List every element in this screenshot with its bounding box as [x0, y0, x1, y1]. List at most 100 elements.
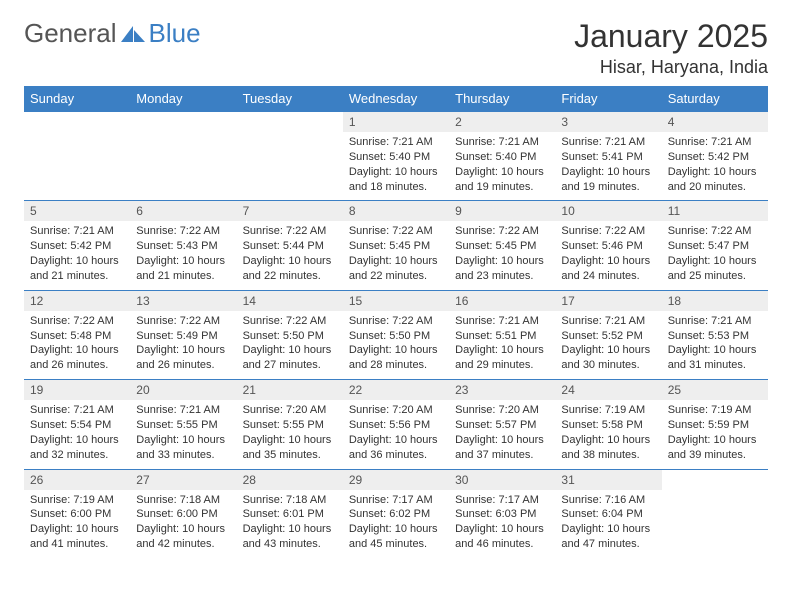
daylight-text: Daylight: 10 hours and 35 minutes. — [243, 433, 337, 463]
sunrise-text: Sunrise: 7:20 AM — [243, 403, 337, 418]
calendar-cell: 17Sunrise: 7:21 AMSunset: 5:52 PMDayligh… — [555, 290, 661, 379]
day-number: 5 — [24, 201, 130, 221]
sunrise-text: Sunrise: 7:19 AM — [30, 493, 124, 508]
calendar-cell — [662, 469, 768, 558]
sunset-text: Sunset: 5:44 PM — [243, 239, 337, 254]
header: General Blue January 2025 Hisar, Haryana… — [24, 18, 768, 78]
sunrise-text: Sunrise: 7:22 AM — [136, 314, 230, 329]
sunset-text: Sunset: 6:00 PM — [136, 507, 230, 522]
sunset-text: Sunset: 5:57 PM — [455, 418, 549, 433]
sunrise-text: Sunrise: 7:21 AM — [455, 135, 549, 150]
month-title: January 2025 — [574, 18, 768, 55]
sunrise-text: Sunrise: 7:21 AM — [349, 135, 443, 150]
calendar-cell: 5Sunrise: 7:21 AMSunset: 5:42 PMDaylight… — [24, 201, 130, 290]
daylight-text: Daylight: 10 hours and 27 minutes. — [243, 343, 337, 373]
col-saturday: Saturday — [662, 86, 768, 112]
sunset-text: Sunset: 5:50 PM — [243, 329, 337, 344]
day-number: 20 — [130, 380, 236, 400]
calendar-cell — [130, 112, 236, 201]
location-label: Hisar, Haryana, India — [574, 57, 768, 78]
calendar-cell: 4Sunrise: 7:21 AMSunset: 5:42 PMDaylight… — [662, 112, 768, 201]
day-details: Sunrise: 7:20 AMSunset: 5:57 PMDaylight:… — [449, 400, 555, 468]
daylight-text: Daylight: 10 hours and 45 minutes. — [349, 522, 443, 552]
day-number: 1 — [343, 112, 449, 132]
day-details: Sunrise: 7:21 AMSunset: 5:51 PMDaylight:… — [449, 311, 555, 379]
calendar-week-row: 12Sunrise: 7:22 AMSunset: 5:48 PMDayligh… — [24, 290, 768, 379]
calendar-cell: 22Sunrise: 7:20 AMSunset: 5:56 PMDayligh… — [343, 380, 449, 469]
day-details: Sunrise: 7:19 AMSunset: 6:00 PMDaylight:… — [24, 490, 130, 558]
sunrise-text: Sunrise: 7:20 AM — [349, 403, 443, 418]
daylight-text: Daylight: 10 hours and 46 minutes. — [455, 522, 549, 552]
sunrise-text: Sunrise: 7:19 AM — [668, 403, 762, 418]
calendar-cell: 31Sunrise: 7:16 AMSunset: 6:04 PMDayligh… — [555, 469, 661, 558]
calendar-cell: 11Sunrise: 7:22 AMSunset: 5:47 PMDayligh… — [662, 201, 768, 290]
sunrise-text: Sunrise: 7:22 AM — [136, 224, 230, 239]
sunrise-text: Sunrise: 7:21 AM — [30, 403, 124, 418]
daylight-text: Daylight: 10 hours and 23 minutes. — [455, 254, 549, 284]
sunrise-text: Sunrise: 7:21 AM — [668, 314, 762, 329]
day-number: 28 — [237, 470, 343, 490]
sunset-text: Sunset: 5:53 PM — [668, 329, 762, 344]
day-number: 26 — [24, 470, 130, 490]
day-details: Sunrise: 7:22 AMSunset: 5:44 PMDaylight:… — [237, 221, 343, 289]
day-number: 17 — [555, 291, 661, 311]
daylight-text: Daylight: 10 hours and 22 minutes. — [349, 254, 443, 284]
calendar-cell: 18Sunrise: 7:21 AMSunset: 5:53 PMDayligh… — [662, 290, 768, 379]
calendar-cell: 28Sunrise: 7:18 AMSunset: 6:01 PMDayligh… — [237, 469, 343, 558]
day-number: 19 — [24, 380, 130, 400]
day-details: Sunrise: 7:22 AMSunset: 5:45 PMDaylight:… — [449, 221, 555, 289]
col-wednesday: Wednesday — [343, 86, 449, 112]
daylight-text: Daylight: 10 hours and 19 minutes. — [455, 165, 549, 195]
day-details: Sunrise: 7:18 AMSunset: 6:01 PMDaylight:… — [237, 490, 343, 558]
sunset-text: Sunset: 5:43 PM — [136, 239, 230, 254]
day-details: Sunrise: 7:21 AMSunset: 5:55 PMDaylight:… — [130, 400, 236, 468]
day-number: 4 — [662, 112, 768, 132]
day-details: Sunrise: 7:16 AMSunset: 6:04 PMDaylight:… — [555, 490, 661, 558]
day-number — [662, 470, 768, 476]
day-details: Sunrise: 7:21 AMSunset: 5:53 PMDaylight:… — [662, 311, 768, 379]
sunrise-text: Sunrise: 7:18 AM — [243, 493, 337, 508]
day-number — [130, 112, 236, 118]
day-number: 18 — [662, 291, 768, 311]
col-tuesday: Tuesday — [237, 86, 343, 112]
daylight-text: Daylight: 10 hours and 47 minutes. — [561, 522, 655, 552]
day-details: Sunrise: 7:21 AMSunset: 5:54 PMDaylight:… — [24, 400, 130, 468]
sunrise-text: Sunrise: 7:16 AM — [561, 493, 655, 508]
day-number: 7 — [237, 201, 343, 221]
sunset-text: Sunset: 5:56 PM — [349, 418, 443, 433]
calendar-cell: 12Sunrise: 7:22 AMSunset: 5:48 PMDayligh… — [24, 290, 130, 379]
sunrise-text: Sunrise: 7:21 AM — [668, 135, 762, 150]
day-details: Sunrise: 7:19 AMSunset: 5:58 PMDaylight:… — [555, 400, 661, 468]
day-number — [237, 112, 343, 118]
sunset-text: Sunset: 5:52 PM — [561, 329, 655, 344]
day-number: 9 — [449, 201, 555, 221]
day-details: Sunrise: 7:21 AMSunset: 5:41 PMDaylight:… — [555, 132, 661, 200]
title-block: January 2025 Hisar, Haryana, India — [574, 18, 768, 78]
day-details: Sunrise: 7:20 AMSunset: 5:56 PMDaylight:… — [343, 400, 449, 468]
day-number: 8 — [343, 201, 449, 221]
sunset-text: Sunset: 5:41 PM — [561, 150, 655, 165]
daylight-text: Daylight: 10 hours and 31 minutes. — [668, 343, 762, 373]
sunset-text: Sunset: 5:42 PM — [668, 150, 762, 165]
calendar-cell: 19Sunrise: 7:21 AMSunset: 5:54 PMDayligh… — [24, 380, 130, 469]
sunset-text: Sunset: 5:47 PM — [668, 239, 762, 254]
day-details: Sunrise: 7:21 AMSunset: 5:40 PMDaylight:… — [449, 132, 555, 200]
daylight-text: Daylight: 10 hours and 39 minutes. — [668, 433, 762, 463]
calendar-cell: 8Sunrise: 7:22 AMSunset: 5:45 PMDaylight… — [343, 201, 449, 290]
day-number: 10 — [555, 201, 661, 221]
calendar-body: 1Sunrise: 7:21 AMSunset: 5:40 PMDaylight… — [24, 112, 768, 558]
day-number: 2 — [449, 112, 555, 132]
daylight-text: Daylight: 10 hours and 37 minutes. — [455, 433, 549, 463]
daylight-text: Daylight: 10 hours and 42 minutes. — [136, 522, 230, 552]
daylight-text: Daylight: 10 hours and 28 minutes. — [349, 343, 443, 373]
sunrise-text: Sunrise: 7:21 AM — [136, 403, 230, 418]
daylight-text: Daylight: 10 hours and 18 minutes. — [349, 165, 443, 195]
calendar-cell: 21Sunrise: 7:20 AMSunset: 5:55 PMDayligh… — [237, 380, 343, 469]
day-details: Sunrise: 7:22 AMSunset: 5:43 PMDaylight:… — [130, 221, 236, 289]
sunrise-text: Sunrise: 7:21 AM — [455, 314, 549, 329]
day-number: 29 — [343, 470, 449, 490]
day-number: 3 — [555, 112, 661, 132]
calendar-cell: 20Sunrise: 7:21 AMSunset: 5:55 PMDayligh… — [130, 380, 236, 469]
sunrise-text: Sunrise: 7:18 AM — [136, 493, 230, 508]
sunset-text: Sunset: 5:40 PM — [455, 150, 549, 165]
